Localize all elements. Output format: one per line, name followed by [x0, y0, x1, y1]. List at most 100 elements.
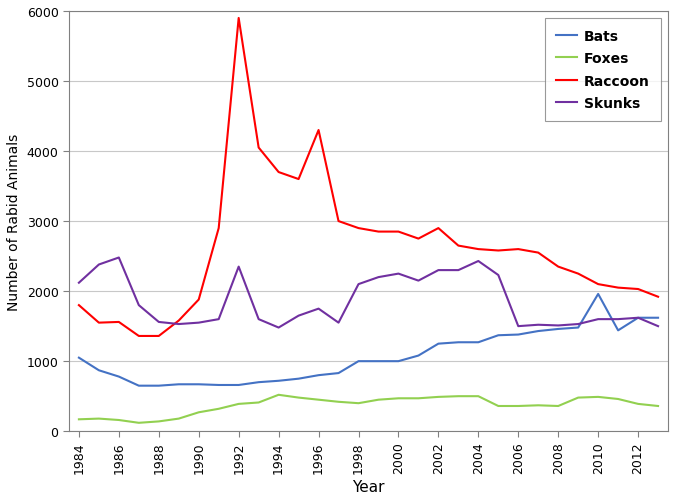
Skunks [574, 321, 583, 327]
Skunks [215, 317, 223, 323]
Foxes [494, 403, 502, 409]
Raccoon [434, 225, 442, 231]
Bats [375, 358, 383, 364]
Bats [475, 340, 483, 346]
Raccoon [135, 333, 143, 339]
Foxes [434, 394, 442, 400]
Foxes [294, 395, 302, 401]
Bats [354, 358, 362, 364]
Legend: Bats, Foxes, Raccoon, Skunks: Bats, Foxes, Raccoon, Skunks [545, 19, 661, 122]
Skunks [475, 259, 483, 265]
Bats [574, 325, 583, 331]
Raccoon [574, 271, 583, 277]
Skunks [294, 313, 302, 319]
Foxes [235, 401, 243, 407]
Skunks [175, 321, 183, 327]
Foxes [155, 418, 163, 424]
Raccoon [454, 243, 462, 249]
Skunks [614, 317, 622, 323]
Bats [514, 332, 522, 338]
Foxes [215, 406, 223, 412]
Foxes [475, 393, 483, 399]
Raccoon [554, 264, 562, 270]
Raccoon [194, 297, 202, 303]
Skunks [235, 264, 243, 270]
Raccoon [75, 303, 83, 309]
Skunks [434, 268, 442, 274]
Line: Bats: Bats [79, 294, 658, 386]
Raccoon [335, 218, 343, 224]
Raccoon [275, 170, 283, 176]
Foxes [115, 417, 123, 423]
Raccoon [294, 177, 302, 183]
Line: Foxes: Foxes [79, 395, 658, 423]
Foxes [414, 395, 423, 401]
Foxes [175, 416, 183, 422]
Bats [434, 341, 442, 347]
Line: Raccoon: Raccoon [79, 19, 658, 336]
Skunks [75, 280, 83, 286]
Raccoon [394, 229, 402, 235]
Skunks [194, 320, 202, 326]
Bats [494, 333, 502, 339]
Bats [335, 370, 343, 376]
Foxes [95, 416, 103, 422]
Skunks [514, 324, 522, 330]
Bats [175, 381, 183, 387]
Bats [394, 358, 402, 364]
Foxes [275, 392, 283, 398]
Foxes [315, 397, 323, 403]
Raccoon [215, 225, 223, 231]
Foxes [354, 400, 362, 406]
Foxes [375, 397, 383, 403]
Bats [594, 291, 602, 297]
Skunks [394, 271, 402, 277]
Foxes [194, 409, 202, 415]
Raccoon [95, 320, 103, 326]
Bats [275, 378, 283, 384]
Skunks [354, 282, 362, 288]
Bats [614, 328, 622, 334]
Raccoon [254, 145, 263, 151]
Skunks [554, 323, 562, 329]
Skunks [454, 268, 462, 274]
Foxes [594, 394, 602, 400]
Raccoon [614, 285, 622, 291]
Foxes [574, 395, 583, 401]
Bats [454, 340, 462, 346]
Bats [254, 379, 263, 385]
Foxes [654, 403, 662, 409]
Raccoon [354, 225, 362, 231]
Foxes [514, 403, 522, 409]
Raccoon [235, 16, 243, 22]
Skunks [654, 324, 662, 330]
Foxes [634, 401, 642, 407]
Foxes [335, 399, 343, 405]
Raccoon [654, 294, 662, 300]
Foxes [534, 402, 542, 408]
Foxes [614, 396, 622, 402]
Skunks [494, 273, 502, 279]
Skunks [95, 262, 103, 268]
Bats [235, 382, 243, 388]
Raccoon [375, 229, 383, 235]
Bats [215, 382, 223, 388]
Raccoon [475, 246, 483, 253]
Bats [135, 383, 143, 389]
Raccoon [155, 333, 163, 339]
Skunks [375, 275, 383, 281]
Bats [194, 381, 202, 387]
Skunks [534, 322, 542, 328]
Skunks [315, 306, 323, 312]
Y-axis label: Number of Rabid Animals: Number of Rabid Animals [7, 133, 21, 310]
Skunks [414, 278, 423, 284]
Skunks [254, 317, 263, 323]
Bats [95, 368, 103, 374]
Raccoon [534, 250, 542, 256]
Foxes [394, 395, 402, 401]
Bats [634, 315, 642, 321]
Skunks [634, 315, 642, 321]
Bats [654, 315, 662, 321]
Raccoon [514, 246, 522, 253]
Skunks [275, 325, 283, 331]
